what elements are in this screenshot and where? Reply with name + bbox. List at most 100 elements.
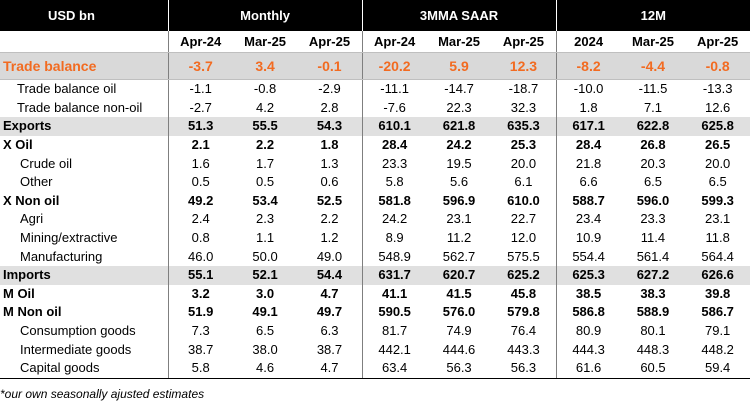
table-cell: 54.3 (297, 117, 363, 136)
table-cell: 6.1 (514, 174, 533, 190)
row-label: Trade balance non-oil (17, 99, 143, 115)
table-cell: 1.1 (256, 230, 275, 246)
table-cell: 26.8 (640, 137, 666, 153)
table-cell: 625.3 (555, 265, 621, 285)
table-cell: 51.3 (167, 117, 233, 136)
table-cell: 5.6 (449, 174, 469, 190)
table-cell: 586.8 (555, 303, 621, 322)
table-cell: 32.3 (510, 99, 537, 115)
table-cell: 625.8 (685, 117, 750, 136)
group-3mma-saar: 3MMA SAAR (361, 0, 557, 31)
row-label: Trade balance oil (17, 81, 117, 97)
table-cell: 59.4 (685, 358, 750, 379)
table-cell: 56.3 (426, 358, 492, 379)
table-cell: 8.9 (361, 228, 427, 248)
row-label: Consumption goods (20, 323, 136, 339)
table-cell: 586.7 (701, 304, 734, 320)
table-cell: -3.7 (167, 52, 233, 80)
column-header: Apr-25 (491, 31, 557, 53)
table-cell: 20.0 (510, 155, 537, 171)
group-12m: 12M (555, 0, 750, 31)
table-cell: 0.5 (167, 172, 233, 192)
table-cell: 28.4 (361, 135, 427, 155)
table-cell: 1.8 (555, 98, 621, 118)
table-cell: 3.0 (256, 285, 275, 301)
footnote: *our own seasonally ajusted estimates (0, 387, 205, 401)
table-cell: 444.6 (442, 341, 476, 357)
table-cell: 5.8 (167, 358, 233, 379)
row-label: Capital goods (0, 358, 169, 379)
table-cell: 3.2 (167, 284, 233, 304)
table-cell: 617.1 (555, 117, 621, 136)
table-cell: 576.0 (442, 304, 476, 320)
table-cell: 41.1 (361, 284, 427, 304)
table-cell: 6.5 (256, 323, 275, 339)
table-cell: 588.7 (555, 191, 621, 211)
table-cell: 23.1 (446, 211, 472, 227)
row-consumption-goods: Consumption goods 7.3 6.5 6.3 81.7 74.9 76.4 80… (0, 321, 750, 341)
table-cell: 54.4 (297, 265, 363, 285)
row-trade-balance: Trade balance -3.7 3.4 -0.1 -20.2 5.9 12.3 -8.2… (0, 52, 750, 80)
table-cell: 1.6 (167, 154, 233, 173)
table-cell: 49.1 (252, 304, 278, 320)
table-cell: 49.0 (316, 248, 343, 264)
table-cell: 4.7 (320, 285, 339, 301)
row-x-oil: X Oil 2.1 2.2 1.8 28.4 24.2 25.3 28.4 26.8 26.5 (0, 135, 750, 155)
table-cell: -0.8 (253, 81, 277, 97)
table-cell: 4.2 (256, 99, 275, 115)
table-cell: 596.0 (636, 192, 670, 208)
table-cell: 22.3 (446, 99, 472, 115)
table-cell: 562.7 (442, 248, 476, 264)
row-label: Mining/extractive (20, 230, 118, 246)
table-cell: 620.7 (426, 265, 492, 285)
table-cell: 442.1 (361, 340, 427, 359)
table-cell: 7.3 (167, 321, 233, 341)
table-cell: 23.4 (555, 210, 621, 229)
table-cell: 24.2 (446, 137, 472, 153)
row-crude-oil: Crude oil 1.6 1.7 1.3 23.3 19.5 20.0 21.8 20.3 20… (0, 154, 750, 173)
table-cell: -1.1 (167, 79, 233, 99)
table-cell: 7.1 (643, 99, 663, 115)
table-cell: 46.0 (167, 247, 233, 266)
table-cell: 625.2 (491, 265, 557, 285)
table-cell: -0.8 (685, 52, 750, 80)
table-cell: 6.6 (555, 172, 621, 192)
table-cell: 564.4 (701, 248, 734, 264)
row-label: Other (20, 174, 53, 190)
table-cell: 22.7 (510, 211, 537, 227)
table-cell: -0.1 (297, 52, 363, 80)
table-cell: 53.4 (252, 192, 278, 208)
table-cell: 599.3 (701, 192, 734, 208)
trade-table: USD bn Monthly 3MMA SAAR 12M Apr-24 Mar-… (0, 0, 750, 379)
table-cell: 1.3 (320, 155, 339, 171)
table-cell: 444.3 (555, 340, 621, 359)
row-capital-goods: Capital goods 5.8 4.6 4.7 63.4 56.3 56.3 61.6 60… (0, 358, 750, 379)
table-cell: 2.4 (167, 210, 233, 229)
row-agri: Agri 2.4 2.3 2.2 24.2 23.1 22.7 23.4 23.3 23.1 (0, 210, 750, 229)
table-cell: -2.9 (318, 81, 341, 97)
table-cell: 79.1 (704, 323, 731, 339)
table-cell: 1.8 (320, 137, 339, 153)
table-cell: 0.8 (167, 228, 233, 248)
row-label: Agri (20, 211, 44, 227)
table-cell: 2.2 (256, 137, 275, 153)
column-header: Apr-24 (167, 31, 233, 53)
table-cell: 2.2 (320, 211, 339, 227)
row-label: Trade balance (0, 52, 169, 80)
table-cell: -18.7 (508, 81, 539, 97)
table-cell: 12.3 (491, 52, 557, 80)
table-cell: 28.4 (555, 135, 621, 155)
row-label: X Oil (3, 137, 33, 153)
table-cell: 6.5 (708, 174, 727, 190)
table-cell: 24.2 (361, 210, 427, 229)
row-trade-balance-oil: Trade balance oil -1.1 -0.8 -2.9 -11.1 -14.7 -… (0, 79, 750, 99)
row-label: Imports (0, 265, 169, 285)
table-cell: 2.1 (167, 135, 233, 155)
row-m-non-oil: M Non oil 51.9 49.1 49.7 590.5 576.0 579.8 586.… (0, 303, 750, 322)
table-cell: 6.5 (643, 174, 663, 190)
row-m-oil: M Oil 3.2 3.0 4.7 41.1 41.5 45.8 38.5 38.3 39.8 (0, 284, 750, 304)
table-cell: 575.5 (507, 248, 540, 264)
row-other: Other 0.5 0.5 0.6 5.8 5.6 6.1 6.6 6.5 6.5 (0, 172, 750, 192)
table-cell: 5.8 (361, 172, 427, 192)
table-cell: 80.9 (555, 321, 621, 341)
